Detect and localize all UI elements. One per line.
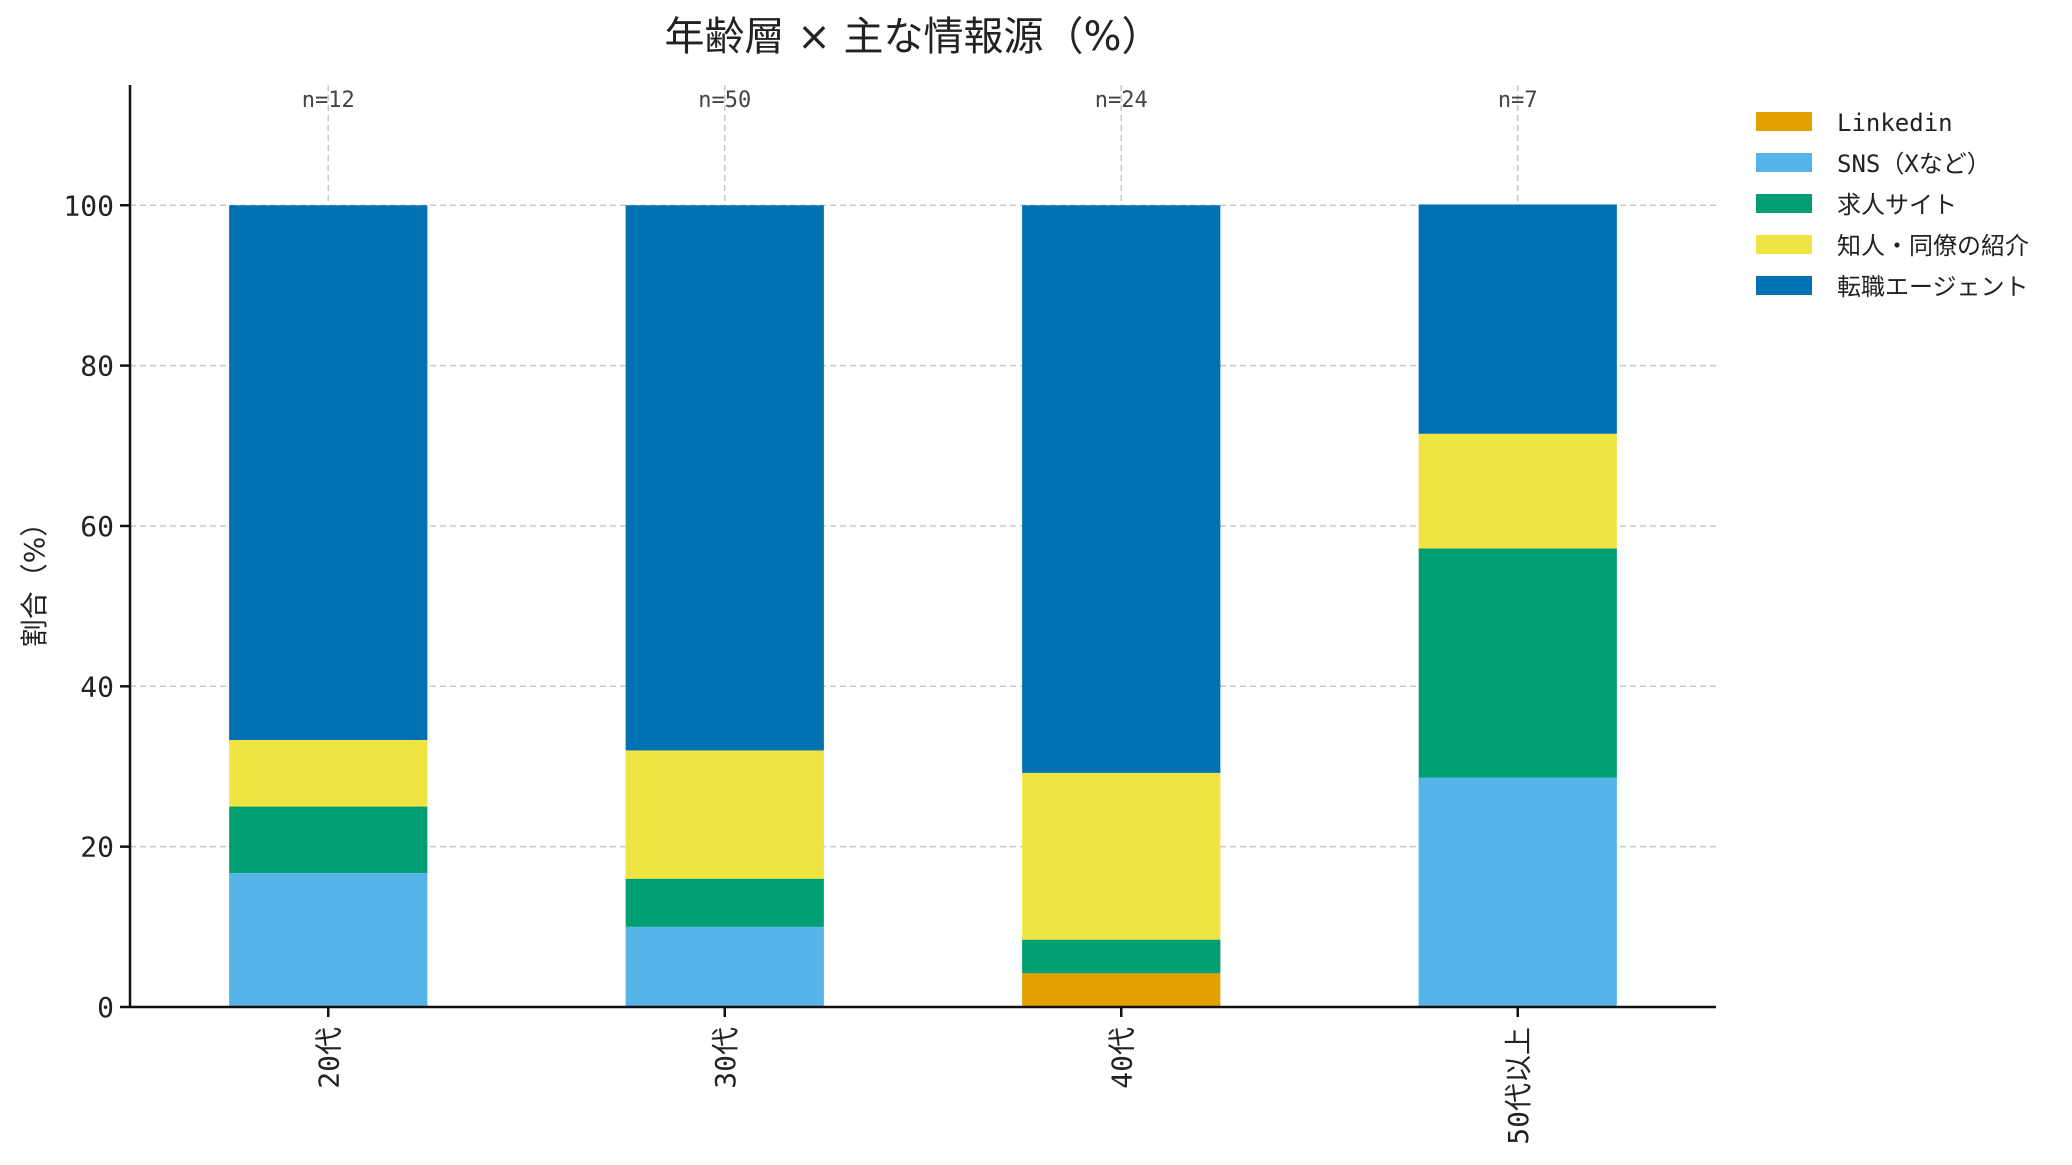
legend-label: 転職エージェント — [1837, 273, 2029, 301]
sample-size-label: n=12 — [302, 88, 355, 113]
legend-swatch — [1756, 276, 1812, 295]
legend-item: 知人・同僚の紹介 — [1756, 232, 2029, 260]
bar-segment — [229, 806, 428, 874]
y-axis-label: 割合（%） — [18, 509, 51, 648]
x-tick-label: 50代以上 — [1502, 1027, 1535, 1145]
y-tick-label: 0 — [97, 991, 114, 1024]
bar-segment — [625, 205, 824, 751]
bar-segment — [1022, 939, 1221, 974]
sample-size-label: n=7 — [1498, 88, 1538, 113]
bar-segment — [229, 205, 428, 741]
bar-segment — [625, 878, 824, 927]
bar-segment — [1418, 433, 1617, 549]
legend-label: 知人・同僚の紹介 — [1837, 232, 2029, 260]
x-tick-label: 20代 — [312, 1027, 345, 1089]
bar-segment — [229, 873, 428, 1007]
bar-segment — [625, 926, 824, 1007]
bar-segment — [1418, 548, 1617, 778]
bar-segment — [1022, 205, 1221, 773]
sample-size-label: n=24 — [1095, 88, 1148, 113]
legend-swatch — [1756, 194, 1812, 213]
labels-layer: 0 20 40 60 80 100 20代 n=12 30代 n=50 40代 n=24 50代以上 n=… — [63, 88, 1537, 1145]
y-tick-label: 60 — [80, 510, 114, 543]
bar-segment — [1418, 777, 1617, 1007]
y-tick-label: 80 — [80, 350, 114, 383]
legend-label: 求人サイト — [1837, 191, 1957, 219]
bar-segment — [229, 740, 428, 807]
y-tick-label: 20 — [80, 831, 114, 864]
bar-segment — [625, 750, 824, 879]
chart-title: 年齢層 × 主な情報源（%） — [665, 14, 1162, 60]
bars-layer — [229, 204, 1617, 1007]
sample-size-label: n=50 — [698, 88, 751, 113]
legend-swatch — [1756, 235, 1812, 254]
bar-segment — [1022, 973, 1221, 1007]
legend-label: SNS（Xなど） — [1837, 150, 1991, 178]
y-tick-label: 40 — [80, 670, 114, 703]
bar-segment — [1418, 204, 1617, 434]
y-tick-label: 100 — [63, 189, 114, 222]
legend-item: 求人サイト — [1756, 191, 1957, 219]
legend-item: 転職エージェント — [1756, 273, 2029, 301]
legend-label: Linkedin — [1837, 109, 1953, 137]
legend-item: Linkedin — [1756, 109, 1953, 137]
axes-layer — [120, 85, 1716, 1017]
x-tick-label: 30代 — [709, 1027, 742, 1089]
legend-swatch — [1756, 153, 1812, 172]
legend-swatch — [1756, 112, 1812, 131]
bar-segment — [1022, 772, 1221, 940]
x-tick-label: 40代 — [1105, 1027, 1138, 1089]
legend-item: SNS（Xなど） — [1756, 150, 1991, 178]
